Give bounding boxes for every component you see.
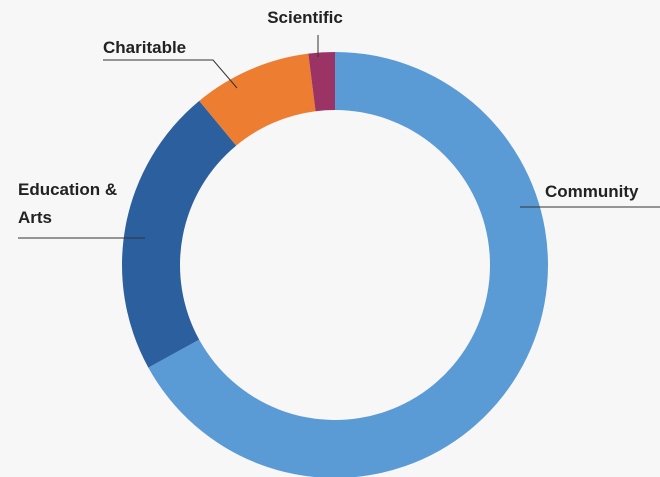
donut-segment xyxy=(148,52,548,477)
category-label: Community xyxy=(545,182,639,201)
donut-segment xyxy=(199,53,316,146)
donut-segment xyxy=(308,52,335,112)
category-label: Education & Arts xyxy=(18,180,118,227)
category-label: Scientific xyxy=(267,8,343,27)
donut-segment xyxy=(122,100,237,368)
category-label: Charitable xyxy=(103,38,187,57)
leader-line xyxy=(103,59,238,89)
